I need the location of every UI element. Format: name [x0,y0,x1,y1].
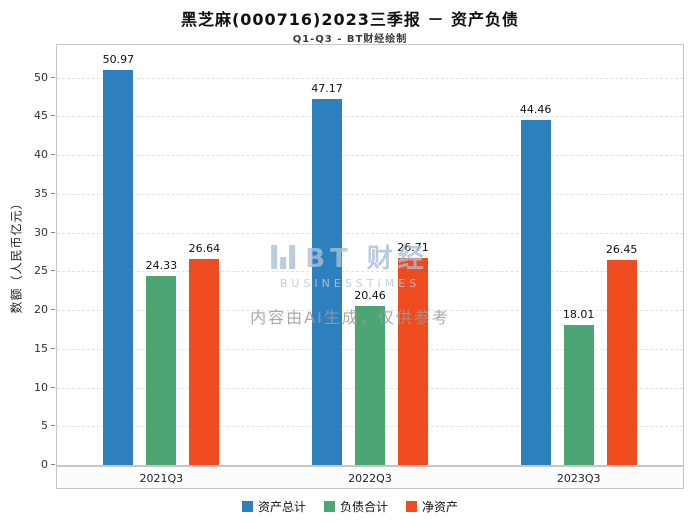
bar [312,99,342,465]
x-category-label: 2022Q3 [348,472,392,485]
bar-value-label: 50.97 [102,53,135,67]
bar [189,258,220,465]
legend-swatch [406,501,417,512]
y-tick-label: 5 [41,419,48,433]
bar [520,120,551,465]
bar-value-label: 26.45 [605,243,638,257]
y-tick-mark [51,76,55,78]
y-tick-label: 45 [34,109,48,123]
bar-value-label: 24.33 [145,259,178,273]
gridline [57,232,683,234]
legend-item: 净资产 [406,498,458,515]
y-tick-mark [51,154,55,156]
bar-value-label: 44.46 [519,103,552,117]
bar-value-label: 47.17 [311,82,343,96]
legend-label: 负债合计 [339,500,388,514]
y-tick-mark [51,386,55,388]
chart-subtitle: Q1-Q3 - BT财经绘制 [292,34,408,45]
y-tick-label: 25 [34,264,48,278]
x-category-label: 2021Q3 [139,472,184,485]
y-tick-label: 10 [34,380,48,394]
chart-title: 黑芝麻(000716)2023三季报 － 资产负债 [180,10,520,29]
legend-label: 资产总计 [257,500,306,514]
y-tick-mark [51,464,55,465]
legend-swatch [241,501,253,512]
legend: 资产总计 负债合计 净资产 [0,498,700,515]
bar [103,70,134,465]
plot-area: 50.97 24.33 26.64 47.17 20.46 26.71 44.46 18.01… [56,44,684,466]
x-category-label: 2023Q3 [556,472,601,485]
legend-label: 净资产 [422,500,459,514]
y-tick-label: 15 [34,341,48,355]
bar-value-label: 26.71 [397,241,429,255]
bar-value-label: 26.64 [188,241,221,255]
y-tick-mark [51,115,55,117]
y-tick-label: 20 [34,303,48,317]
bar-value-label: 18.01 [562,308,595,322]
y-tick-mark [51,231,55,233]
y-tick-label: 0 [41,458,48,471]
bar [563,325,594,465]
gridline [57,193,683,195]
y-tick-label: 50 [34,70,48,84]
y-tick-mark [51,425,55,427]
y-tick-label: 40 [34,148,48,162]
gridline [57,116,683,118]
bar-value-label: 20.46 [354,289,386,303]
y-tick-label: 30 [34,225,48,239]
legend-swatch [323,501,335,512]
y-tick-mark [51,270,55,272]
x-axis-band: 2021Q3 2022Q3 2023Q3 [56,466,684,489]
bar [355,306,385,465]
y-tick-label: 35 [34,186,48,200]
gridline [57,155,683,157]
bar [146,276,177,465]
bar [398,258,428,465]
bar [606,260,637,465]
legend-item: 资产总计 [241,498,306,515]
y-axis-label: 数额（人民币亿元） [9,196,24,314]
y-tick-mark [51,309,55,311]
gridline [57,77,683,79]
legend-item: 负债合计 [323,498,388,515]
y-tick-mark [51,347,55,349]
y-tick-mark [51,192,55,194]
gridline [57,271,683,273]
